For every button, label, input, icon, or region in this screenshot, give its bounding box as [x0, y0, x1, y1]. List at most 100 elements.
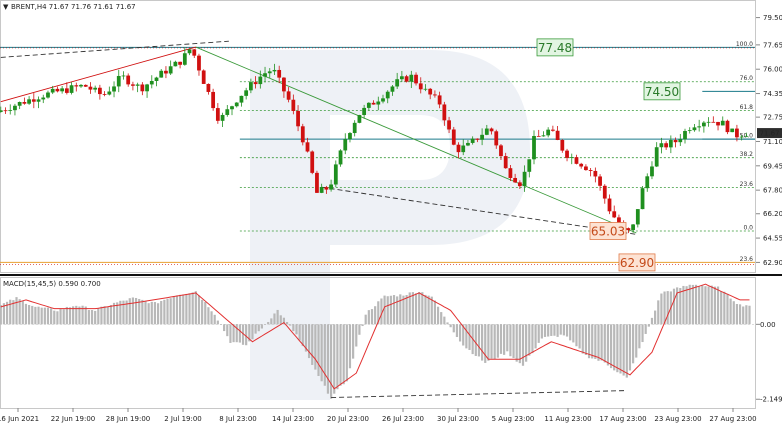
candle: [206, 83, 211, 95]
candle: [13, 103, 17, 116]
macd-histogram-bar: [537, 324, 540, 343]
candle-body: [121, 75, 126, 77]
candle-body: [546, 129, 551, 136]
price-pane-frame: [0, 0, 756, 273]
candle-body: [598, 176, 602, 186]
candle-body: [711, 121, 716, 123]
candle: [357, 114, 362, 124]
candle-body: [475, 138, 480, 140]
candle-body: [720, 120, 725, 126]
macd-histogram-bar: [24, 303, 28, 325]
macd-histogram-bar: [490, 324, 493, 359]
candle: [461, 139, 466, 156]
macd-histogram-bar: [229, 324, 232, 343]
candle: [650, 161, 654, 180]
macd-histogram-bar: [650, 317, 654, 325]
macd-histogram-bar: [726, 293, 729, 325]
candle: [50, 85, 55, 95]
macd-histogram-bar: [197, 295, 201, 325]
macd-signal-line: [0, 283, 750, 390]
macd-histogram-bar: [204, 302, 207, 325]
candle-body: [234, 102, 239, 107]
price-tick-label: 71.10: [763, 138, 782, 146]
candle-body: [333, 164, 338, 185]
candle-body: [470, 138, 475, 143]
macd-histogram-bar: [201, 299, 204, 325]
candle-body: [433, 94, 437, 96]
price-callout-label: 65.03: [591, 224, 625, 238]
macd-histogram-bar: [694, 284, 698, 325]
candle: [683, 128, 687, 144]
macd-histogram-bar: [512, 324, 515, 359]
candle-body: [418, 83, 423, 90]
macd-histogram-bar: [367, 310, 370, 325]
candle-body: [414, 74, 418, 84]
time-tick-label: 14 Jul 23:00: [272, 415, 314, 423]
candle: [135, 82, 140, 93]
candle-body: [555, 130, 560, 141]
macd-histogram-bar: [676, 287, 679, 325]
candle: [154, 76, 159, 87]
candle-body: [678, 139, 683, 143]
macd-histogram-bar: [679, 287, 682, 325]
macd-histogram-bar: [550, 324, 553, 336]
candle-body: [60, 88, 65, 92]
candle-body: [220, 114, 225, 121]
macd-histogram-bar: [625, 324, 628, 378]
candle: [83, 84, 88, 88]
macd-histogram-bar: [50, 308, 53, 325]
annotation-layer: 71.67 77.48 74.50 65.03 62.90: [536, 38, 782, 272]
candle-body: [22, 102, 27, 104]
candle: [692, 123, 697, 132]
candle: [654, 142, 659, 168]
candle-body: [692, 127, 697, 131]
candle: [343, 133, 348, 155]
macd-histogram-bar: [226, 324, 229, 337]
macd-histogram-bar: [223, 324, 226, 332]
symbol-dropdown-icon[interactable]: ▼: [3, 3, 9, 11]
candle-body: [626, 228, 631, 231]
macd-histogram-bar: [565, 324, 569, 337]
macd-histogram-bar: [540, 324, 543, 339]
macd-series: [0, 283, 755, 399]
candle-body: [499, 145, 503, 157]
candle: [418, 77, 423, 94]
macd-histogram-bar: [647, 324, 650, 327]
candle: [499, 143, 503, 160]
candle-body: [263, 73, 267, 77]
macd-histogram-bar: [609, 324, 613, 369]
candle: [664, 141, 669, 150]
price-tick-label: 79.50: [763, 14, 782, 22]
macd-histogram-bar: [358, 324, 361, 335]
macd-histogram-bar: [606, 324, 610, 366]
candle-body: [253, 82, 258, 85]
candle: [41, 94, 46, 104]
macd-histogram-bar: [248, 324, 251, 342]
candle: [716, 121, 720, 131]
candle-body: [480, 134, 484, 140]
macd-histogram-bar: [289, 324, 292, 326]
candle: [192, 48, 197, 59]
candle: [215, 103, 220, 124]
candle-body: [154, 77, 159, 81]
macd-histogram-bar: [496, 324, 499, 358]
price-tick-label: 76.00: [763, 66, 782, 74]
candle-body: [522, 171, 527, 187]
candle-body: [494, 131, 499, 146]
macd-histogram-bar: [543, 324, 547, 337]
macd-histogram-bar: [301, 324, 304, 347]
candle: [569, 153, 574, 165]
price-callout-label: 62.90: [620, 256, 654, 270]
candle: [362, 104, 367, 119]
macd-histogram-bar: [392, 295, 396, 325]
candle: [131, 81, 135, 91]
macd-histogram-bar: [506, 324, 509, 352]
macd-histogram-bar: [27, 305, 31, 325]
candle: [348, 131, 352, 143]
macd-histogram-bar: [245, 324, 248, 346]
candle-body: [725, 120, 730, 133]
macd-histogram-bar: [141, 299, 144, 325]
candle: [286, 87, 291, 103]
candle-body: [55, 88, 60, 92]
candle: [296, 105, 300, 132]
